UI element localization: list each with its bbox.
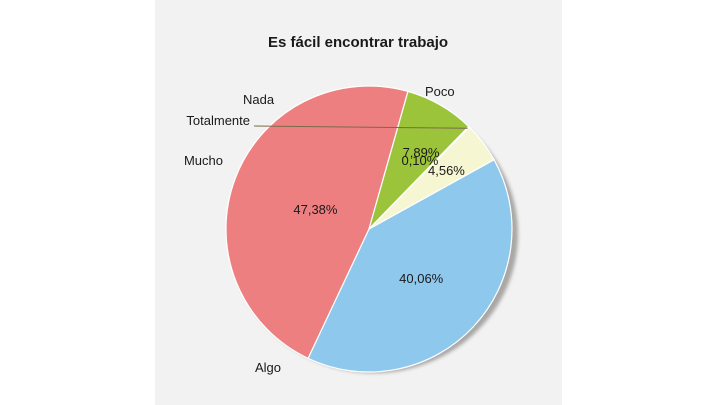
slice-algo	[225, 85, 409, 360]
slice-poco	[307, 158, 513, 373]
pie-slices	[225, 85, 513, 373]
category-label-mucho: Mucho	[184, 153, 223, 168]
chart-card: Es fácil encontrar trabajo 40,06% Poco 47,…	[155, 0, 562, 405]
leader-line-totalmente	[253, 125, 468, 129]
category-label-algo: Algo	[255, 360, 281, 375]
value-label-totalmente: 0,10%	[401, 153, 438, 168]
chart-title: Es fácil encontrar trabajo	[268, 34, 448, 51]
value-label-algo: 47,38%	[293, 202, 338, 217]
pie-chart: Es fácil encontrar trabajo 40,06% Poco 47,…	[184, 34, 518, 375]
category-label-nada: Nada	[243, 92, 275, 107]
category-label-poco: Poco	[425, 84, 455, 99]
value-label-poco: 40,06%	[399, 271, 444, 286]
category-label-totalmente: Totalmente	[186, 113, 250, 128]
value-label-mucho: 7,89%	[403, 145, 440, 160]
value-label-nada: 4,56%	[428, 163, 465, 178]
slice-nada	[368, 126, 495, 230]
pie-labels: 40,06% Poco 47,38% Algo 7,89% Mucho 0,10% Total…	[184, 84, 468, 375]
